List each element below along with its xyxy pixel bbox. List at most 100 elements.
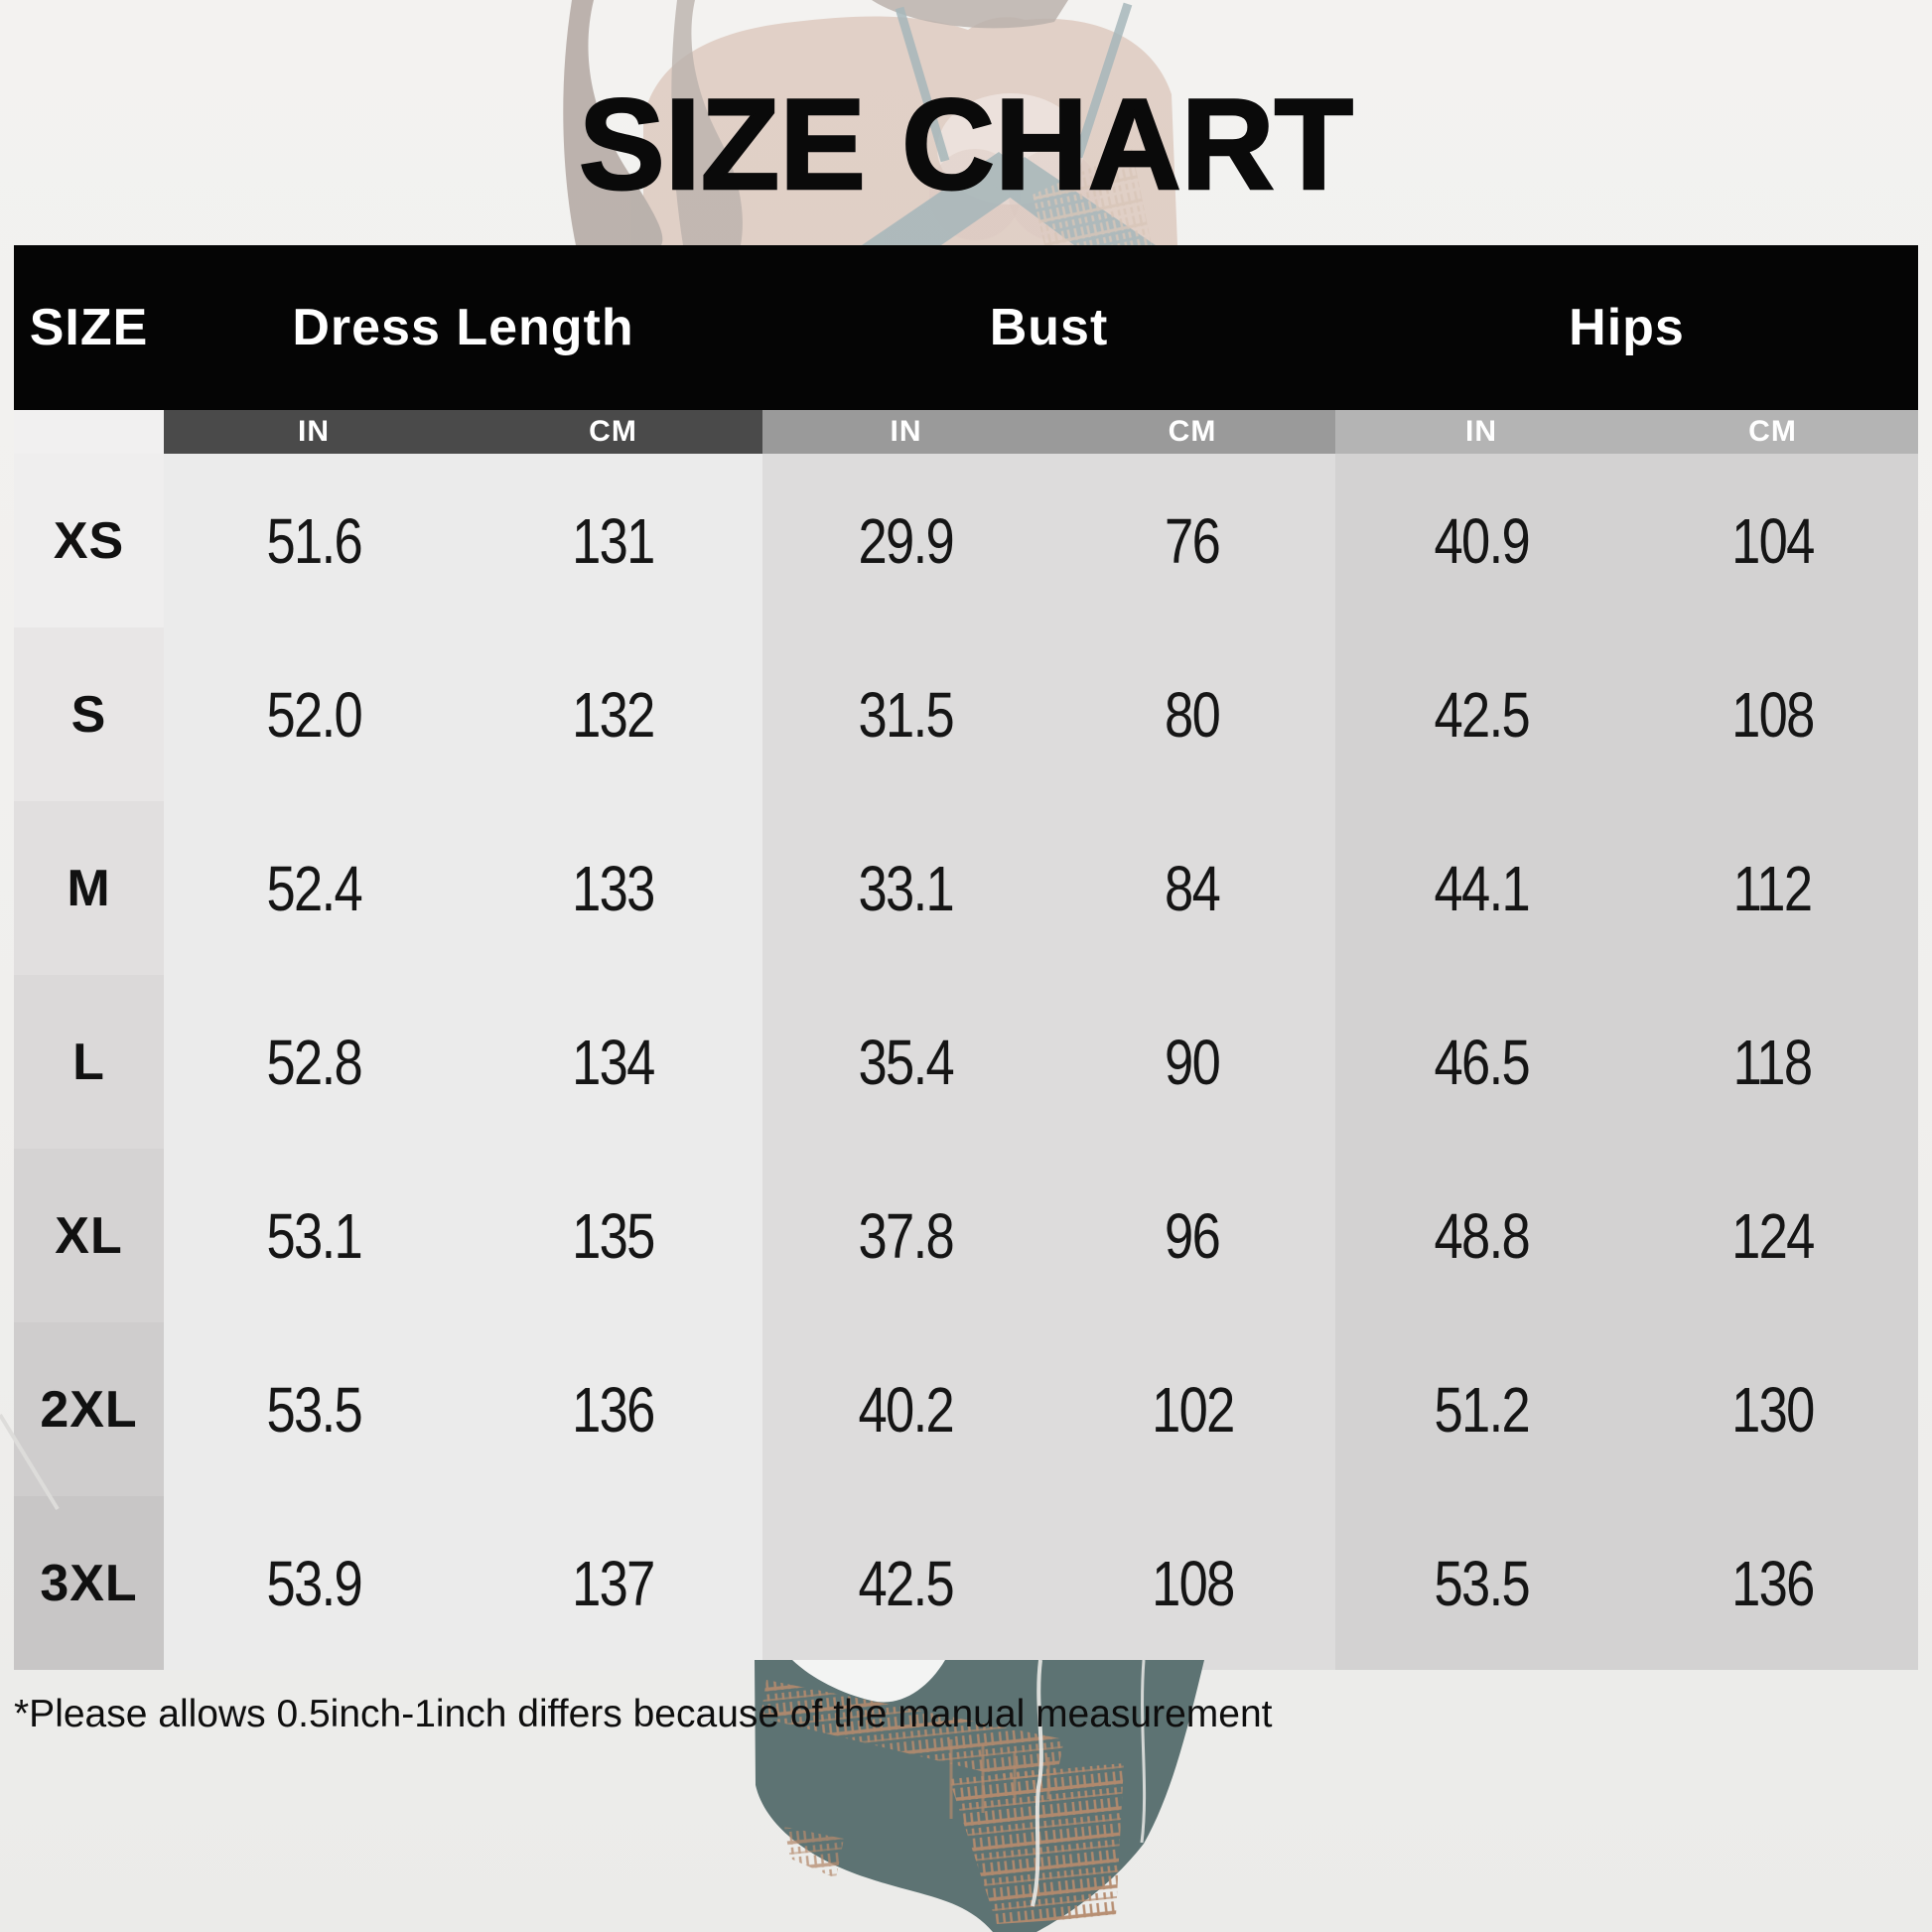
- value-cell: 136: [1627, 1496, 1918, 1670]
- value-cell: 52.8: [164, 975, 464, 1149]
- unit-cell-blank: [14, 410, 164, 454]
- value-cell: 29.9: [762, 454, 1049, 627]
- value-cell: 52.0: [164, 627, 464, 801]
- measurement-value: 53.5: [1434, 1547, 1530, 1619]
- column-header-size: SIZE: [29, 299, 149, 356]
- measurement-value: 33.1: [858, 852, 955, 924]
- measurement-value: 44.1: [1434, 852, 1530, 924]
- value-cell: 33.1: [762, 801, 1049, 975]
- measurement-value: 108: [1151, 1547, 1235, 1619]
- measurement-value: 124: [1731, 1199, 1815, 1272]
- value-cell: 130: [1627, 1322, 1918, 1496]
- measurement-value: 108: [1731, 678, 1815, 751]
- measurement-value: 42.5: [1434, 678, 1530, 751]
- value-cell: 134: [464, 975, 762, 1149]
- value-cell: 53.1: [164, 1149, 464, 1322]
- measurement-value: 130: [1731, 1373, 1815, 1446]
- value-cell: 46.5: [1335, 975, 1627, 1149]
- measurement-value: 135: [572, 1199, 655, 1272]
- value-cell: 53.5: [1335, 1496, 1627, 1670]
- measurement-value: 37.8: [858, 1199, 955, 1272]
- value-cell: 137: [464, 1496, 762, 1670]
- table-body: XS 51.6 131 29.9 76 40.9 104 S 52.0 132 31.5 80 42.5…: [14, 454, 1918, 1670]
- measurement-value: 40.2: [858, 1373, 955, 1446]
- measurement-value: 52.4: [266, 852, 362, 924]
- size-label-cell: XL: [14, 1149, 164, 1322]
- table-row: XL 53.1 135 37.8 96 48.8 124: [14, 1149, 1918, 1322]
- measurement-value: 35.4: [858, 1026, 955, 1098]
- unit-cell-dress-length-cm: CM: [464, 410, 762, 454]
- measurement-value: 29.9: [858, 504, 955, 577]
- table-unit-row: IN CM IN CM IN CM: [14, 410, 1918, 454]
- value-cell: 40.2: [762, 1322, 1049, 1496]
- unit-cell-dress-length-in: IN: [164, 410, 464, 454]
- measurement-value: 51.2: [1434, 1373, 1530, 1446]
- measurement-value: 102: [1151, 1373, 1235, 1446]
- measurement-value: 136: [1731, 1547, 1815, 1619]
- measurement-value: 53.1: [266, 1199, 362, 1272]
- unit-cell-hips-cm: CM: [1627, 410, 1918, 454]
- table-row: 2XL 53.5 136 40.2 102 51.2 130: [14, 1322, 1918, 1496]
- size-label-cell: M: [14, 801, 164, 975]
- measurement-value: 118: [1733, 1026, 1813, 1098]
- page-title: SIZE CHART: [578, 70, 1355, 218]
- measurement-value: 76: [1165, 504, 1221, 577]
- measurement-value: 52.8: [266, 1026, 362, 1098]
- value-cell: 48.8: [1335, 1149, 1627, 1322]
- value-cell: 44.1: [1335, 801, 1627, 975]
- value-cell: 131: [464, 454, 762, 627]
- measurement-value: 80: [1165, 678, 1221, 751]
- value-cell: 42.5: [762, 1496, 1049, 1670]
- column-header-dress-length: Dress Length: [292, 299, 634, 356]
- value-cell: 37.8: [762, 1149, 1049, 1322]
- column-header-hips: Hips: [1569, 299, 1685, 356]
- measurement-value: 53.5: [266, 1373, 362, 1446]
- measurement-value: 137: [572, 1547, 655, 1619]
- measurement-value: 46.5: [1434, 1026, 1530, 1098]
- value-cell: 136: [464, 1322, 762, 1496]
- size-label-cell: XS: [14, 454, 164, 627]
- unit-cell-bust-in: IN: [762, 410, 1049, 454]
- measurement-value: 133: [572, 852, 655, 924]
- table-row: M 52.4 133 33.1 84 44.1 112: [14, 801, 1918, 975]
- unit-cell-bust-cm: CM: [1049, 410, 1335, 454]
- measurement-value: 31.5: [858, 678, 955, 751]
- value-cell: 132: [464, 627, 762, 801]
- measurement-value: 104: [1731, 504, 1815, 577]
- value-cell: 124: [1627, 1149, 1918, 1322]
- size-label-cell: 2XL: [14, 1322, 164, 1496]
- measurement-value: 90: [1165, 1026, 1221, 1098]
- measurement-value: 84: [1165, 852, 1221, 924]
- value-cell: 52.4: [164, 801, 464, 975]
- measurement-value: 42.5: [858, 1547, 955, 1619]
- value-cell: 96: [1049, 1149, 1335, 1322]
- measurement-disclaimer: *Please allows 0.5inch-1inch differs bec…: [14, 1693, 1273, 1735]
- value-cell: 53.9: [164, 1496, 464, 1670]
- column-header-bust: Bust: [989, 299, 1109, 356]
- value-cell: 76: [1049, 454, 1335, 627]
- value-cell: 118: [1627, 975, 1918, 1149]
- table-row: S 52.0 132 31.5 80 42.5 108: [14, 627, 1918, 801]
- value-cell: 135: [464, 1149, 762, 1322]
- value-cell: 31.5: [762, 627, 1049, 801]
- value-cell: 80: [1049, 627, 1335, 801]
- value-cell: 35.4: [762, 975, 1049, 1149]
- table-header-row: SIZE Dress Length Bust Hips: [14, 245, 1918, 410]
- size-label-cell: S: [14, 627, 164, 801]
- value-cell: 53.5: [164, 1322, 464, 1496]
- measurement-value: 131: [572, 504, 655, 577]
- size-chart-table: SIZE Dress Length Bust Hips IN CM IN CM …: [14, 245, 1918, 1670]
- value-cell: 90: [1049, 975, 1335, 1149]
- table-row: 3XL 53.9 137 42.5 108 53.5 136: [14, 1496, 1918, 1670]
- value-cell: 51.2: [1335, 1322, 1627, 1496]
- measurement-value: 40.9: [1434, 504, 1530, 577]
- size-label-cell: 3XL: [14, 1496, 164, 1670]
- value-cell: 112: [1627, 801, 1918, 975]
- measurement-value: 132: [572, 678, 655, 751]
- value-cell: 42.5: [1335, 627, 1627, 801]
- measurement-value: 96: [1165, 1199, 1221, 1272]
- table-row: L 52.8 134 35.4 90 46.5 118: [14, 975, 1918, 1149]
- measurement-value: 134: [572, 1026, 655, 1098]
- measurement-value: 112: [1733, 852, 1813, 924]
